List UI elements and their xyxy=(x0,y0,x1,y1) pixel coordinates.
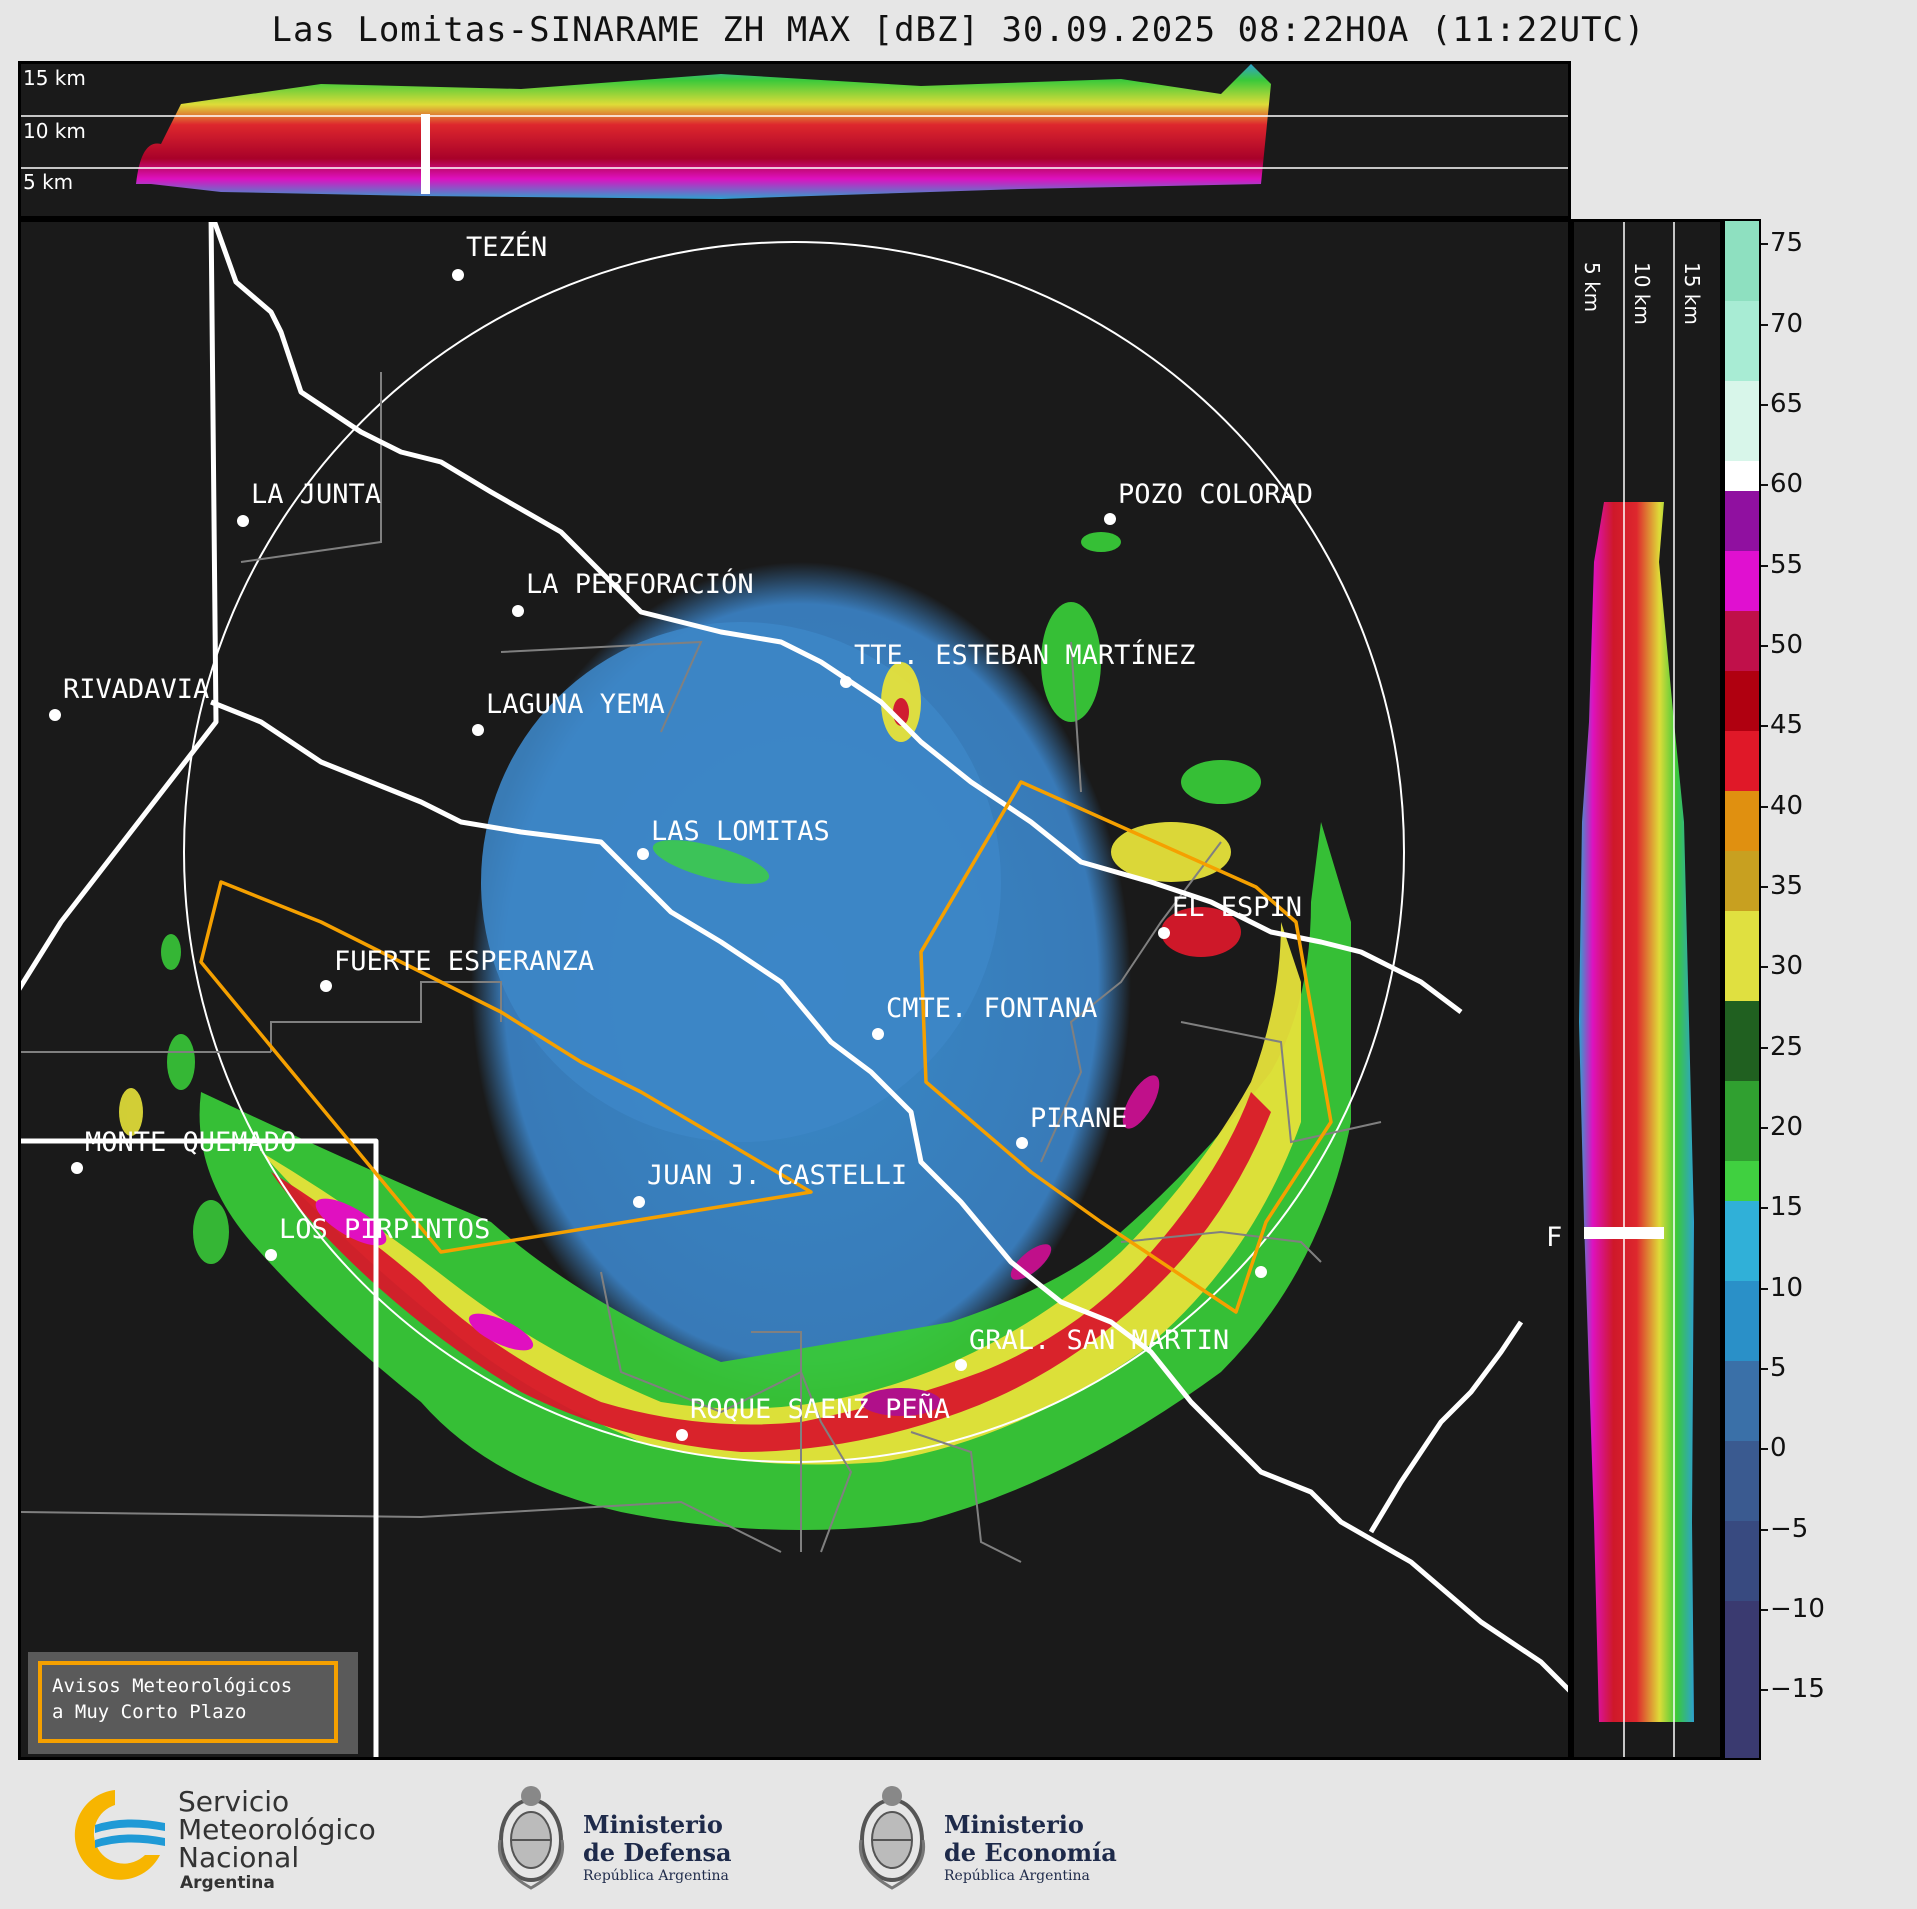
colorbar-tick-45: 45 xyxy=(1770,710,1804,740)
city-label-gral-san-martin: GRAL. SAN MARTIN xyxy=(969,1325,1230,1356)
city-label-pirane: PIRANE xyxy=(1030,1103,1128,1134)
economia-line-2: de Economía xyxy=(944,1838,1117,1867)
colorbar-tick-minus5: −5 xyxy=(1770,1514,1809,1544)
city-label-fuerte-esperanza: FUERTE ESPERANZA xyxy=(334,946,595,977)
colorbar-tick-5: 5 xyxy=(1770,1353,1787,1383)
map-title: Las Lomitas-SINARAME ZH MAX [dBZ] 30.09.… xyxy=(271,10,1646,50)
colorbar-tick-35: 35 xyxy=(1770,871,1804,901)
argentina-seal-icon-defensa xyxy=(497,1786,565,1890)
smn-line-3: Nacional xyxy=(178,1841,300,1874)
city-label-la-perforacion: LA PERFORACIÓN xyxy=(526,569,754,600)
side-height-label-10: 10 km xyxy=(1630,262,1654,325)
smn-line-1: Servicio xyxy=(178,1785,290,1818)
colorbar-tick-55: 55 xyxy=(1770,550,1804,580)
aviso-box[interactable]: Avisos Meteorológicos a Muy Corto Plazo xyxy=(38,1661,338,1743)
top-height-label-15: 15 km xyxy=(23,66,86,90)
colorbar-tick-10: 10 xyxy=(1770,1273,1804,1303)
colorbar-tick-20: 20 xyxy=(1770,1112,1804,1142)
colorbar-tick-25: 25 xyxy=(1770,1032,1804,1062)
colorbar-tick-15: 15 xyxy=(1770,1192,1804,1222)
city-label-cmte-fontana: CMTE. FONTANA xyxy=(886,993,1098,1024)
colorbar-tick-65: 65 xyxy=(1770,389,1804,419)
city-label-rivadavia: RIVADAVIA xyxy=(63,674,210,705)
smn-logo-icon xyxy=(74,1790,165,1880)
colorbar-tick-50: 50 xyxy=(1770,630,1804,660)
colorbar-tick-40: 40 xyxy=(1770,791,1804,821)
economia-line-3: República Argentina xyxy=(944,1868,1090,1884)
city-label-la-junta: LA JUNTA xyxy=(251,479,382,510)
defensa-line-3: República Argentina xyxy=(583,1868,729,1884)
colorbar-tick-30: 30 xyxy=(1770,951,1804,981)
city-label-las-lomitas: LAS LOMITAS xyxy=(651,816,830,847)
side-height-label-15: 15 km xyxy=(1680,262,1704,325)
city-label-los-pirpintos: LOS PIRPINTOS xyxy=(279,1214,491,1245)
defensa-line-2: de Defensa xyxy=(583,1838,732,1867)
smn-line-2: Meteorológico xyxy=(178,1813,376,1846)
colorbar-graphic xyxy=(1725,221,1759,1758)
city-label-tezen: TEZÉN xyxy=(466,232,548,263)
city-label-laguna-yema: LAGUNA YEMA xyxy=(486,689,665,720)
city-label-f: F xyxy=(1546,1222,1563,1253)
city-label-monte-quemado: MONTE QUEMADO xyxy=(85,1127,297,1158)
city-label-pozo-colorado: POZO COLORAD xyxy=(1118,479,1314,510)
colorbar-tick-60: 60 xyxy=(1770,469,1804,499)
city-label-tte-esteban-martinez: TTE. ESTEBAN MARTÍNEZ xyxy=(854,640,1196,671)
colorbar-tick-minus15: −15 xyxy=(1770,1674,1825,1704)
side-profile-graphic xyxy=(1579,222,1694,1757)
top-height-label-5: 5 km xyxy=(23,170,74,194)
city-label-juan-j-castelli: JUAN J. CASTELLI xyxy=(647,1160,908,1191)
top-profile-graphic xyxy=(21,64,1568,199)
footer: Servicio Meteorológico Nacional Argentin… xyxy=(0,1760,1917,1909)
top-height-profile: 15 km 10 km 5 km xyxy=(18,61,1571,219)
radar-map-graphic xyxy=(21,222,1568,1757)
aviso-line-2: a Muy Corto Plazo xyxy=(52,1701,247,1723)
colorbar-tick-75: 75 xyxy=(1770,228,1804,258)
economia-line-1: Ministerio xyxy=(944,1810,1084,1839)
colorbar-tick-minus10: −10 xyxy=(1770,1594,1825,1624)
smn-line-4: Argentina xyxy=(180,1873,275,1893)
top-height-label-10: 10 km xyxy=(23,119,86,143)
defensa-line-1: Ministerio xyxy=(583,1810,723,1839)
city-label-el-espin: EL ESPIN xyxy=(1172,892,1303,923)
aviso-line-1: Avisos Meteorológicos xyxy=(52,1675,293,1697)
colorbar-tick-70: 70 xyxy=(1770,309,1804,339)
city-label-roque-saenz-pena: ROQUE SAENZ PEÑA xyxy=(690,1394,951,1425)
side-height-label-5: 5 km xyxy=(1580,262,1604,313)
radar-map[interactable]: TEZÉN LA JUNTA POZO COLORAD LA PERFORACI… xyxy=(18,219,1571,1760)
dbz-colorbar xyxy=(1723,219,1761,1760)
colorbar-tick-0: 0 xyxy=(1770,1433,1787,1463)
argentina-seal-icon-economia xyxy=(858,1786,926,1890)
side-height-profile: 5 km 10 km 15 km xyxy=(1571,219,1723,1760)
